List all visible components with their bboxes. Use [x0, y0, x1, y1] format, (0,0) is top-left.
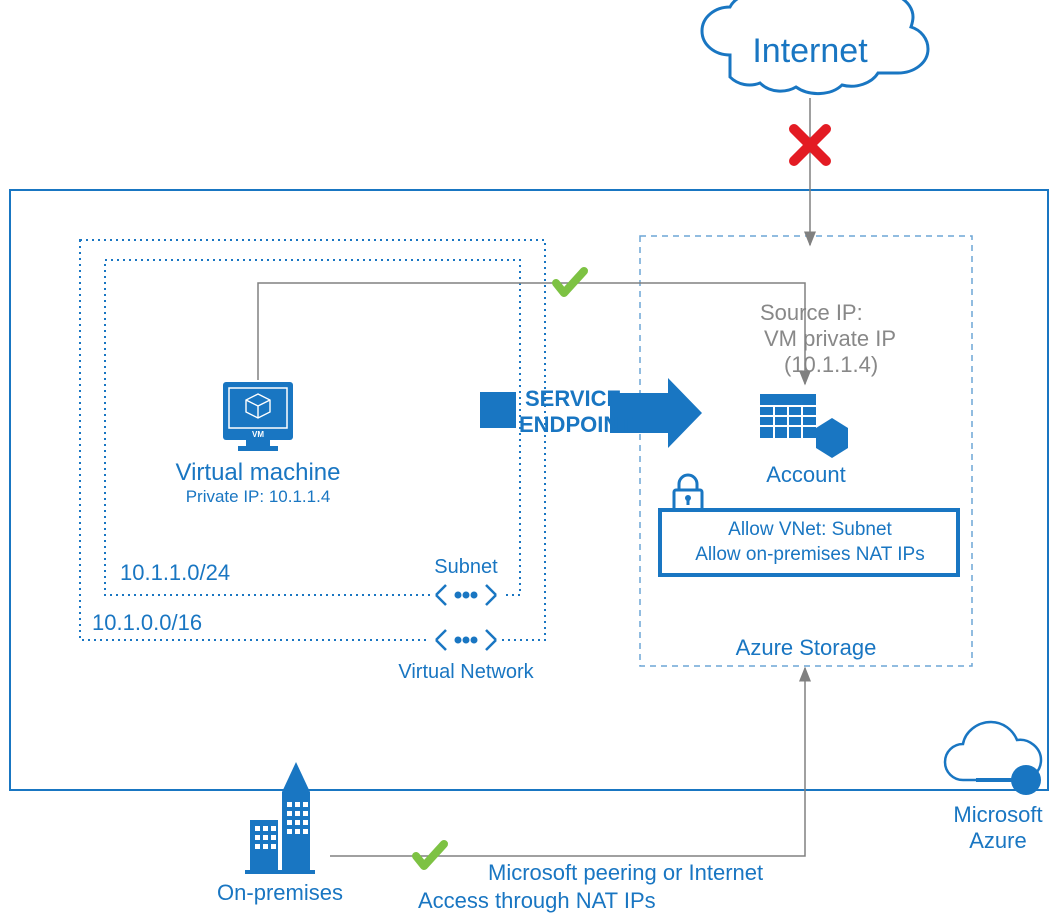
arrow-onprem-to-storage — [330, 668, 805, 856]
vnet-connector-icon — [430, 628, 502, 652]
vm-label: Virtual machine — [176, 459, 341, 486]
peering-label-2: Access through NAT IPs — [418, 888, 656, 913]
vm-ip-label: Private IP: 10.1.1.4 — [186, 487, 331, 506]
subnet-cidr: 10.1.1.0/24 — [120, 560, 230, 585]
check-icon-vm-path — [556, 271, 584, 293]
service-endpoint-box — [480, 392, 516, 428]
check-icon-onprem-path — [416, 844, 444, 866]
service-endpoint-label-2: ENDPOINT — [519, 412, 633, 437]
service-endpoint-label-1: SERVICE — [525, 386, 621, 411]
source-ip-line1: Source IP: — [760, 300, 863, 325]
source-ip-line2: VM private IP — [764, 326, 896, 351]
internet-label: Internet — [752, 32, 868, 70]
peering-label-1: Microsoft peering or Internet — [488, 860, 763, 885]
firewall-rule-2: Allow on-premises NAT IPs — [695, 544, 924, 565]
onprem-label: On-premises — [217, 880, 343, 905]
lock-icon — [674, 475, 702, 510]
internet-cloud: Internet — [702, 0, 928, 94]
storage-account-icon — [760, 394, 848, 458]
azure-label-2: Azure — [969, 828, 1026, 853]
vnet-connector-label: Virtual Network — [398, 661, 534, 683]
subnet-connector-icon — [430, 583, 502, 607]
vnet-cidr: 10.1.0.0/16 — [92, 610, 202, 635]
subnet-connector-label: Subnet — [434, 556, 498, 578]
vm-icon: VM — [223, 382, 293, 451]
azure-label-1: Microsoft — [953, 802, 1042, 827]
storage-title: Azure Storage — [736, 635, 877, 660]
storage-account-label: Account — [766, 462, 846, 487]
azure-cloud-icon — [945, 722, 1041, 795]
firewall-rule-1: Allow VNet: Subnet — [728, 519, 892, 540]
azure-box — [10, 190, 1048, 790]
arrow-vm-to-storage — [258, 283, 805, 384]
svg-text:VM: VM — [252, 430, 264, 439]
onprem-icon — [245, 762, 315, 874]
subnet-box — [105, 260, 520, 595]
source-ip-line3: (10.1.1.4) — [784, 352, 878, 377]
